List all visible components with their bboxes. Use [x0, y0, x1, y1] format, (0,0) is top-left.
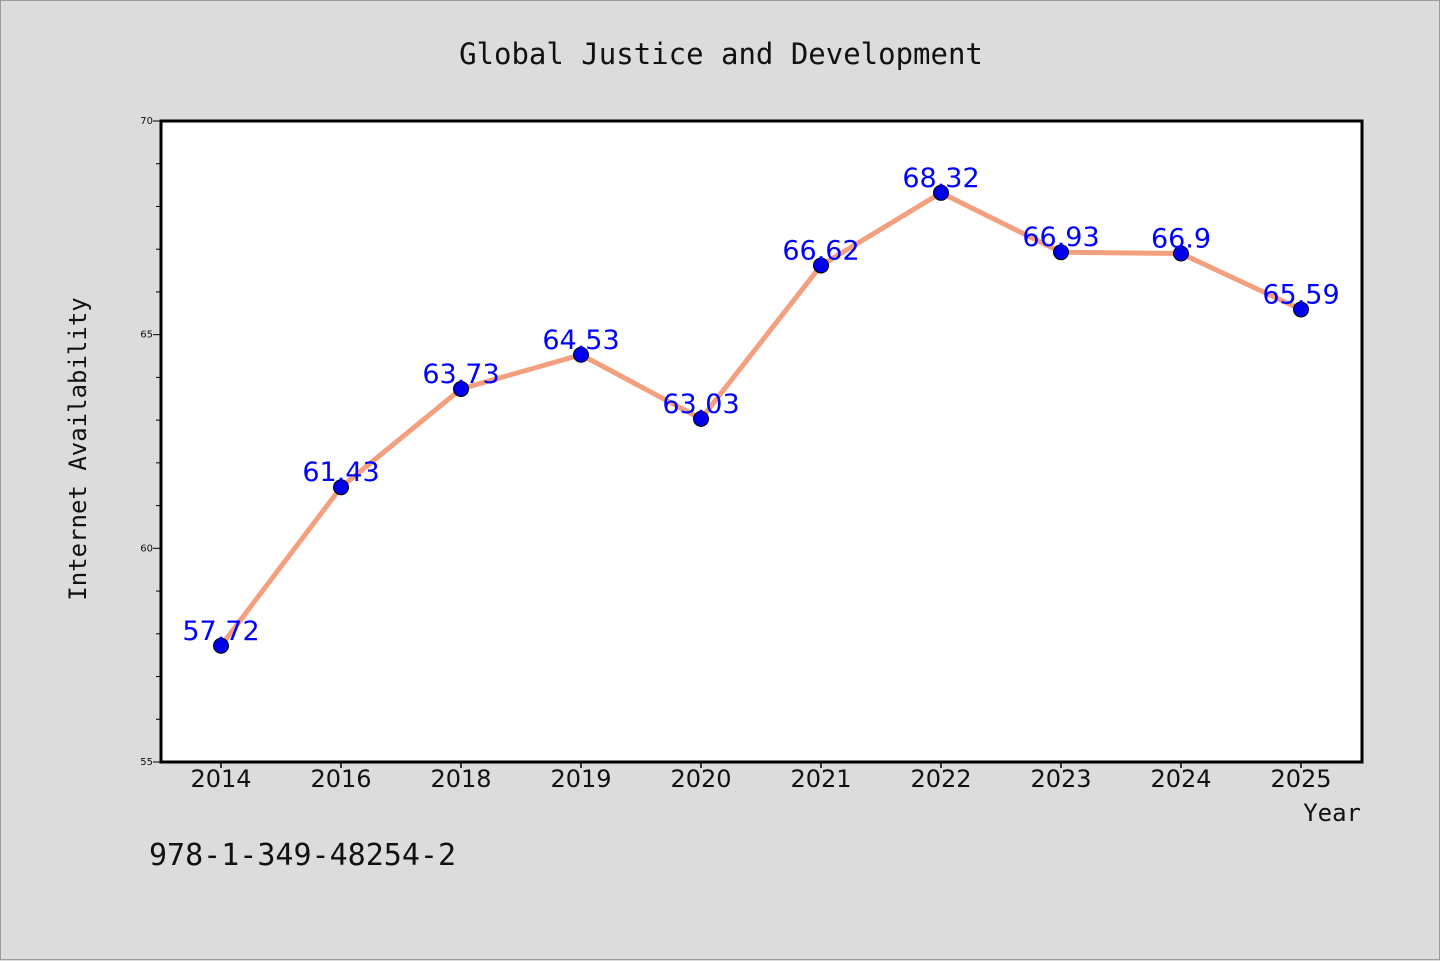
- isbn-text: 978-1-349-48254-2: [149, 838, 456, 873]
- data-label: 68.32: [902, 163, 979, 194]
- x-axis-label: Year: [1303, 799, 1361, 827]
- y-axis-ticks: 55 60 65 70: [140, 116, 161, 768]
- y-axis-label: Internet Availability: [64, 297, 92, 600]
- y-tick-label: 60: [140, 543, 153, 554]
- data-point: [693, 410, 709, 427]
- series-markers: [213, 184, 1309, 654]
- y-minor-ticks: [156, 163, 161, 720]
- data-point: [1053, 244, 1069, 261]
- chart-title: Global Justice and Development: [459, 37, 983, 71]
- data-label: 66.93: [1022, 222, 1099, 253]
- x-tick-label: 2024: [1150, 765, 1211, 793]
- x-axis-ticks: 2014 2016 2018 2019 2020 2021 2022 2023 2024 2025: [190, 762, 1332, 793]
- x-tick-label: 2025: [1270, 765, 1331, 793]
- series-line: [218, 190, 1304, 649]
- data-label: 66.9: [1151, 223, 1211, 254]
- data-point: [573, 346, 589, 363]
- y-tick-label: 55: [140, 757, 153, 768]
- data-labels: 57.72 61.43 63.73 64.53 63.03 66.62 68.32 66.93…: [182, 163, 1339, 647]
- y-tick-label: 65: [140, 330, 153, 341]
- data-point: [1293, 301, 1309, 318]
- x-tick-label: 2020: [670, 765, 731, 793]
- x-tick-label: 2014: [190, 765, 251, 793]
- x-tick-label: 2019: [550, 765, 611, 793]
- x-tick-label: 2022: [910, 765, 971, 793]
- data-point: [453, 380, 469, 397]
- data-point: [933, 184, 949, 201]
- data-point: [213, 637, 229, 654]
- y-tick-label: 70: [140, 116, 153, 127]
- data-label: 64.53: [542, 325, 619, 356]
- data-label: 61.43: [302, 457, 379, 488]
- data-point: [333, 479, 349, 496]
- data-label: 63.73: [422, 359, 499, 390]
- x-tick-label: 2018: [430, 765, 491, 793]
- x-tick-label: 2023: [1030, 765, 1091, 793]
- plot-area: [159, 119, 1364, 764]
- data-label: 66.62: [782, 235, 859, 266]
- data-label: 57.72: [182, 616, 259, 647]
- x-tick-label: 2016: [310, 765, 371, 793]
- data-label: 65.59: [1262, 279, 1339, 310]
- x-tick-label: 2021: [790, 765, 851, 793]
- data-point: [1173, 245, 1189, 262]
- data-point: [813, 257, 829, 274]
- data-label: 63.03: [662, 389, 739, 420]
